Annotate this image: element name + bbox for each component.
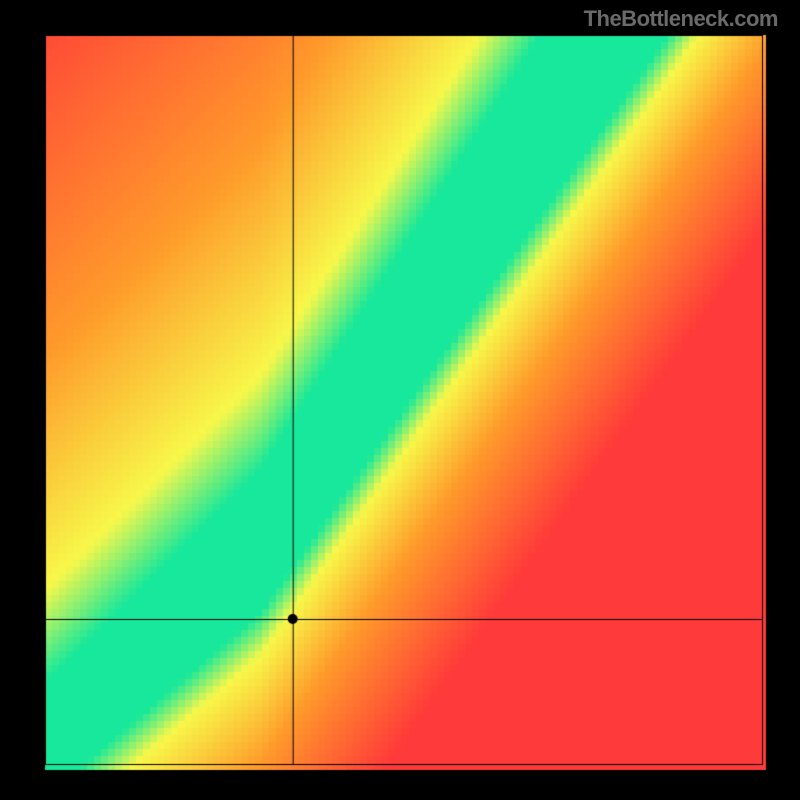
bottleneck-heatmap: [0, 0, 800, 800]
chart-container: TheBottleneck.com: [0, 0, 800, 800]
watermark-text: TheBottleneck.com: [584, 6, 778, 32]
